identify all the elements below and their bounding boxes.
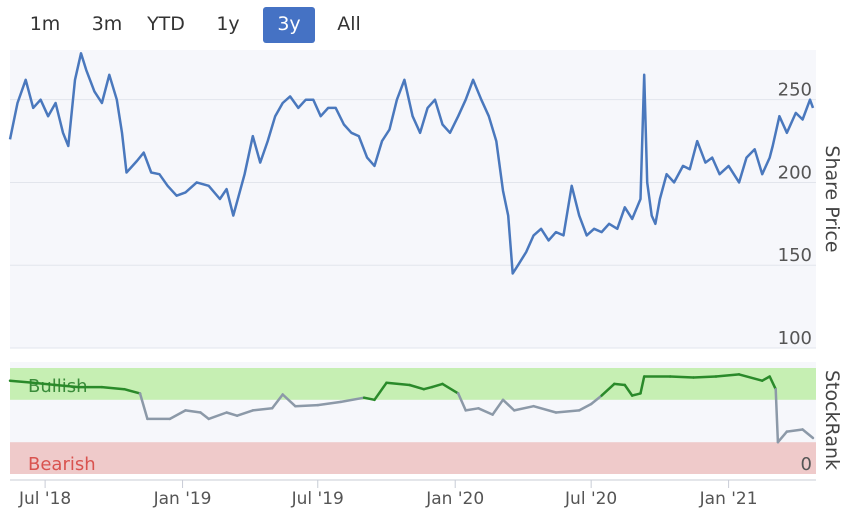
stockrank-line (8, 373, 815, 444)
range-button-3m[interactable]: 3m (91, 13, 123, 35)
stockrank-segment (54, 383, 80, 389)
x-axis-ticks: Jul '18 Jan '19 Jul '19 Jan '20 Jul '20 Jan '… (18, 480, 758, 509)
stockrank-segment (501, 398, 516, 412)
price-tick-labels: 100 150 200 250 (778, 80, 812, 349)
stockrank-segment (464, 407, 480, 412)
stockrank-segment (294, 403, 320, 408)
stockrank-segment (623, 383, 634, 397)
range-button-ytd[interactable]: YTD (147, 13, 185, 35)
x-tick-label: Jan '21 (699, 489, 758, 509)
stockrank-segment (430, 382, 444, 389)
rank-tick-label: 0 (801, 454, 812, 475)
x-tick-label: Jan '20 (425, 489, 484, 509)
stockrank-segment (225, 411, 239, 417)
stockrank-segment (774, 387, 780, 444)
stockrank-segment (199, 411, 210, 421)
x-tick-label: Jul '20 (564, 489, 617, 509)
stockrank-segment (692, 375, 718, 379)
bullish-zone-label: Bullish (28, 376, 88, 397)
stockrank-segment (737, 373, 764, 382)
stockrank-segment (630, 392, 642, 397)
stockrank-segment (281, 393, 297, 408)
range-button-1m[interactable]: 1m (29, 13, 61, 35)
stockrank-segment (373, 381, 388, 402)
bearish-zone-label: Bearish (28, 454, 96, 475)
stockrank-segment (207, 411, 228, 421)
stockrank-segment (714, 373, 741, 378)
rank-axis-label: StockRank (821, 370, 843, 470)
stockrank-segment (760, 375, 771, 382)
x-tick-label: Jul '19 (291, 489, 344, 509)
stockrank-segment (316, 400, 343, 407)
bullish-zone (10, 368, 816, 400)
price-tick-label: 100 (778, 328, 812, 349)
stockrank-segment (339, 396, 366, 404)
bearish-zone (10, 442, 816, 474)
stockrank-segment (31, 381, 57, 387)
stockrank-segment (776, 430, 789, 444)
stockrank-segment (408, 383, 426, 391)
stockrank-segment (477, 407, 494, 416)
stockrank-segment (385, 381, 411, 387)
range-button-3y[interactable]: 3y (263, 7, 315, 43)
price-tick-label: 200 (778, 162, 812, 183)
range-selector: 1m 3m YTD 1y 3y All (0, 0, 420, 48)
stockrank-segment (123, 387, 142, 395)
price-tick-label: 150 (778, 245, 812, 266)
range-button-all[interactable]: All (337, 13, 361, 35)
stockrank-segment (600, 382, 616, 397)
stockrank-segment (669, 375, 695, 379)
stockrank-segment (491, 398, 505, 416)
price-axis-label: Share Price (821, 145, 843, 252)
x-tick-label: Jan '19 (153, 489, 212, 509)
stockrank-segment (100, 385, 126, 391)
stockrank-segment (251, 407, 274, 412)
range-button-1y[interactable]: 1y (216, 13, 240, 35)
stockrank-segment (554, 409, 581, 414)
rank-tick-labels: 0 (801, 454, 812, 475)
stockrank-segment (532, 404, 558, 414)
price-tick-label: 250 (778, 80, 812, 101)
stockrank-segment (801, 428, 815, 440)
price-gridlines (10, 99, 816, 349)
stockrank-segment (512, 404, 535, 412)
stockrank-segment (235, 409, 255, 417)
stockrank-segment (768, 375, 777, 391)
stockrank-segment (785, 428, 804, 433)
stockrank-segment (8, 379, 35, 385)
stockrank-segment (441, 382, 460, 395)
stockrank-segment (138, 392, 149, 421)
stockrank-segment (184, 409, 202, 414)
x-tick-label: Jul '18 (18, 489, 71, 509)
price-line (8, 52, 815, 275)
stockrank-segment (639, 375, 646, 395)
stockrank-segment (613, 382, 627, 387)
stockrank-segment (456, 392, 467, 412)
stockrank-segment (362, 396, 376, 402)
stockrank-segment (168, 409, 187, 421)
stockrank-segment (589, 394, 603, 406)
stockrank-segment (422, 385, 434, 391)
stockrank-segment (577, 402, 593, 412)
price-plot-background (10, 50, 816, 348)
stockrank-segment (270, 393, 284, 410)
